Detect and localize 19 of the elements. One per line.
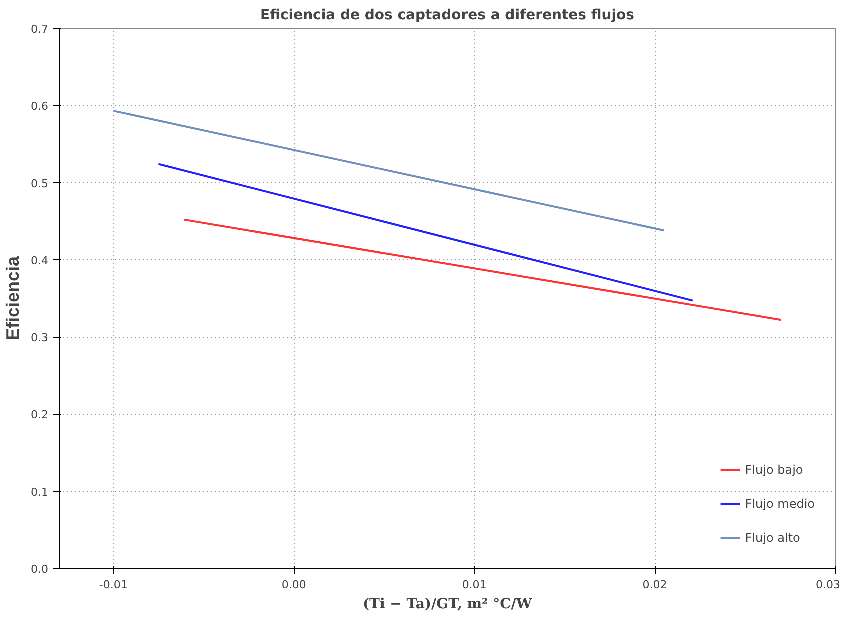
y-tick-label: 0.4 [31, 254, 49, 268]
x-tick-label: 0.02 [642, 578, 668, 592]
x-tick-label: -0.01 [99, 578, 128, 592]
y-tick-label: 0.7 [31, 23, 49, 36]
x-tick-label: 0.00 [282, 578, 306, 592]
y-tick-label: 0.2 [31, 408, 49, 422]
x-tick-label: 0.01 [462, 578, 487, 592]
y-tick-label: 0.6 [31, 100, 49, 114]
legend-label: Flujo bajo [745, 463, 804, 477]
x-axis-title: (Ti − Ta)/GT, m² °C/W [362, 596, 532, 612]
legend-label: Flujo medio [745, 497, 815, 511]
legend-label: Flujo alto [745, 531, 800, 545]
y-tick-label: 0.5 [31, 177, 49, 190]
x-tick-label: 0.03 [816, 578, 841, 592]
y-axis-title: Eficiencia [3, 255, 24, 341]
chart-title: Eficiencia de dos captadores a diferentes flujos [260, 8, 634, 24]
y-tick-label: 0.3 [31, 332, 49, 345]
y-tick-label: 0.1 [31, 486, 49, 499]
y-tick-label: 0.0 [31, 563, 49, 576]
